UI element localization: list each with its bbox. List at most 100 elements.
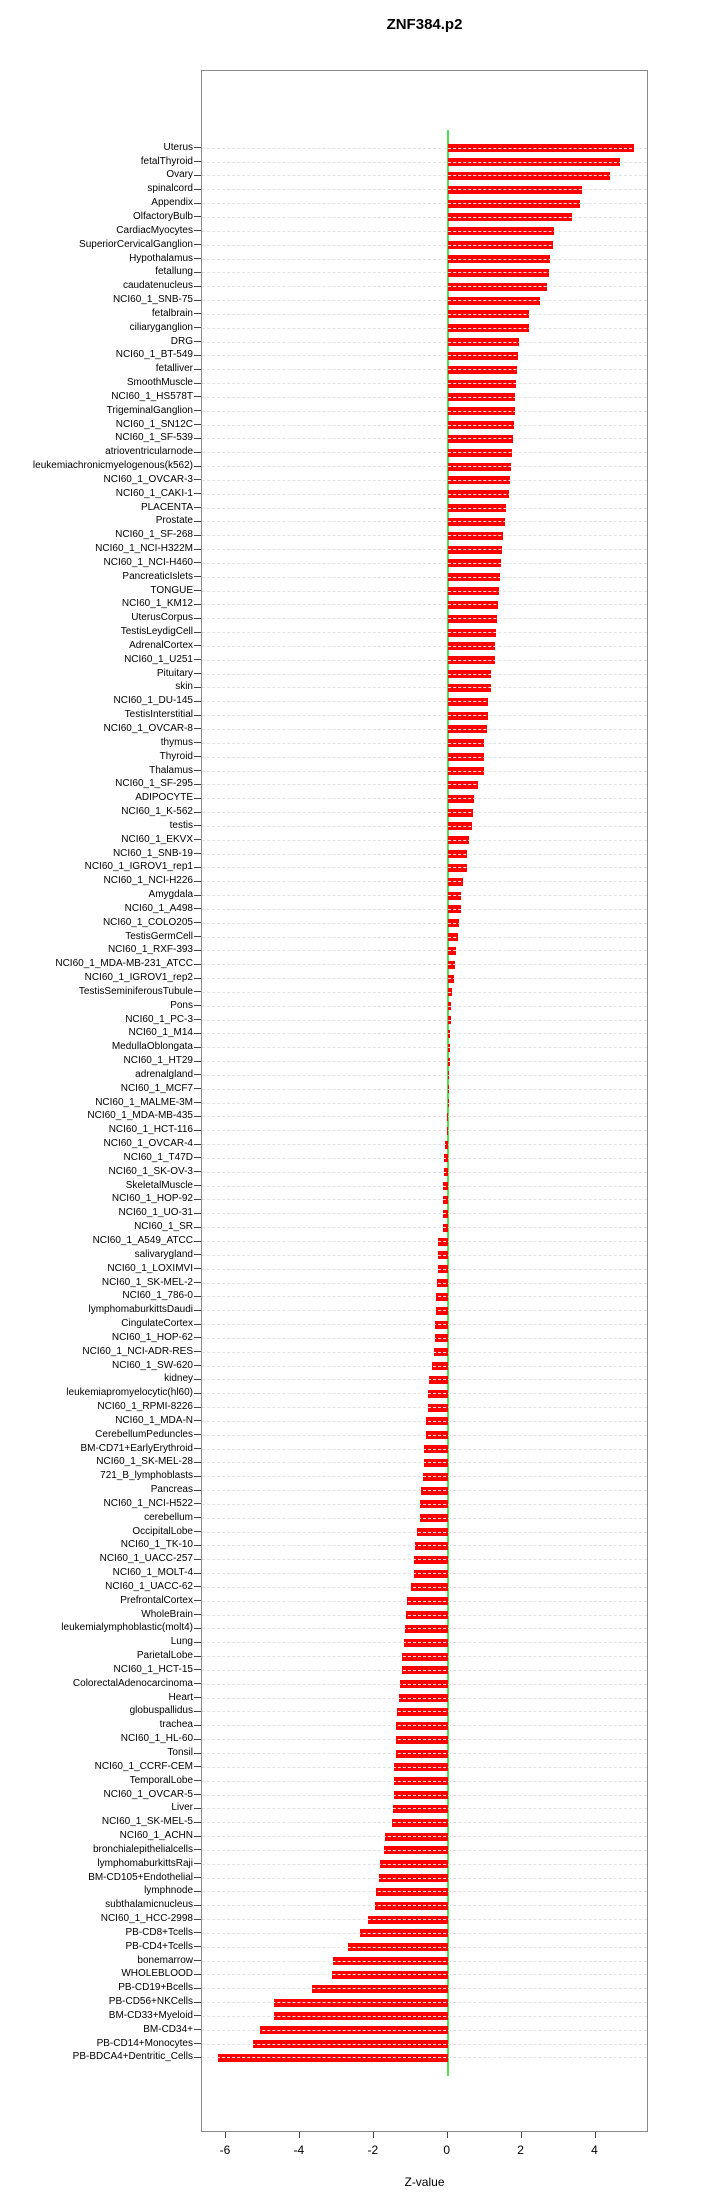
category-label: Amygdala	[148, 889, 193, 901]
gridline	[202, 1337, 647, 1339]
gridline	[202, 244, 647, 246]
y-tick	[194, 1171, 201, 1173]
y-tick	[194, 1669, 201, 1671]
gridline	[202, 1586, 647, 1588]
category-label: Lung	[170, 1636, 193, 1648]
x-tick	[225, 2132, 226, 2138]
category-label: NCI60_1_KM12	[121, 598, 193, 610]
y-tick	[194, 1794, 201, 1796]
y-tick	[194, 410, 201, 412]
y-tick	[194, 1406, 201, 1408]
category-label: leukemialymphoblastic(molt4)	[61, 1622, 193, 1634]
x-tick-label: -6	[219, 2143, 231, 2157]
y-tick	[194, 659, 201, 661]
category-label: spinalcord	[147, 183, 193, 195]
gridline	[202, 1047, 647, 1049]
x-tick	[446, 2132, 448, 2138]
gridline	[202, 1545, 647, 1547]
category-label: TestisSeminiferousTubule	[78, 985, 193, 997]
category-label: cerebellum	[144, 1511, 193, 1523]
y-tick	[194, 756, 201, 758]
y-tick	[194, 465, 201, 467]
category-label: TONGUE	[150, 584, 193, 596]
gridline	[202, 1849, 647, 1851]
gridline	[202, 1683, 647, 1685]
category-label: PrefrontalCortex	[120, 1594, 193, 1606]
category-label: NCI60_1_SK-MEL-2	[101, 1276, 193, 1288]
y-tick	[194, 1918, 201, 1920]
gridline	[202, 576, 647, 578]
y-tick	[194, 1157, 201, 1159]
gridline	[202, 1324, 647, 1326]
y-tick	[194, 1904, 201, 1906]
category-label: NCI60_1_NCI-H226	[103, 875, 194, 887]
y-tick	[194, 1032, 201, 1034]
y-tick	[194, 1309, 201, 1311]
gridline	[202, 812, 647, 814]
gridline	[202, 1822, 647, 1824]
y-tick	[194, 230, 201, 232]
gridline	[202, 645, 647, 647]
y-tick	[194, 1475, 201, 1477]
gridline	[202, 1766, 647, 1768]
gridline	[202, 839, 647, 841]
y-tick	[194, 161, 201, 163]
gridline	[202, 1711, 647, 1713]
gridline	[202, 1628, 647, 1630]
gridline	[202, 1725, 647, 1727]
gridline	[202, 1310, 647, 1312]
y-tick	[194, 1697, 201, 1699]
category-label: lymphomaburkittsRaji	[97, 1857, 193, 1869]
y-tick	[194, 603, 201, 605]
category-label: NCI60_1_MCF7	[120, 1082, 193, 1094]
gridline	[202, 369, 647, 371]
y-tick	[194, 1821, 201, 1823]
gridline	[202, 1490, 647, 1492]
category-label: NCI60_1_SK-MEL-5	[101, 1816, 193, 1828]
category-label: NCI60_1_A498	[124, 902, 193, 914]
category-label: BM-CD71+EarlyErythroid	[80, 1442, 193, 1454]
gridline	[202, 715, 647, 717]
category-label: CardiacMyocytes	[116, 224, 193, 236]
gridline	[202, 410, 647, 412]
y-tick	[194, 1572, 201, 1574]
gridline	[202, 216, 647, 218]
gridline	[202, 147, 647, 149]
x-tick-label: -4	[293, 2143, 305, 2157]
y-tick	[194, 1019, 201, 1021]
category-label: fetalThyroid	[140, 155, 193, 167]
y-tick	[194, 1448, 201, 1450]
category-label: NCI60_1_MDA-MB-435	[87, 1110, 193, 1122]
y-tick	[194, 977, 201, 979]
category-label: subthalamicnucleus	[105, 1899, 193, 1911]
category-label: Pons	[170, 999, 193, 1011]
category-label: NCI60_1_CCRF-CEM	[94, 1760, 193, 1772]
category-label: Pancreas	[150, 1484, 193, 1496]
category-label: lymphomaburkittsDaudi	[88, 1304, 194, 1316]
category-label: NCI60_1_NCI-H322M	[95, 543, 193, 555]
y-tick	[194, 1586, 201, 1588]
gridline	[202, 978, 647, 980]
y-tick	[194, 1766, 201, 1768]
gridline	[202, 438, 647, 440]
gridline	[202, 770, 647, 772]
y-tick	[194, 1102, 201, 1104]
y-tick	[194, 258, 201, 259]
y-tick	[194, 1295, 201, 1297]
y-tick	[194, 1005, 201, 1007]
y-tick	[194, 1655, 201, 1657]
x-tick-label: 2	[517, 2143, 524, 2157]
category-label: MedullaOblongata	[111, 1041, 193, 1053]
gridline	[202, 908, 647, 910]
category-label: trachea	[159, 1719, 193, 1731]
y-tick	[194, 493, 201, 495]
category-label: PB-CD4+Tcells	[125, 1940, 193, 1952]
category-label: NCI60_1_COLO205	[102, 916, 193, 928]
y-tick	[194, 562, 201, 564]
y-tick	[194, 617, 201, 619]
y-tick	[194, 1960, 201, 1962]
category-label: Ovary	[166, 169, 193, 181]
y-tick	[194, 188, 201, 190]
gridline	[202, 479, 647, 481]
gridline	[202, 1517, 647, 1519]
